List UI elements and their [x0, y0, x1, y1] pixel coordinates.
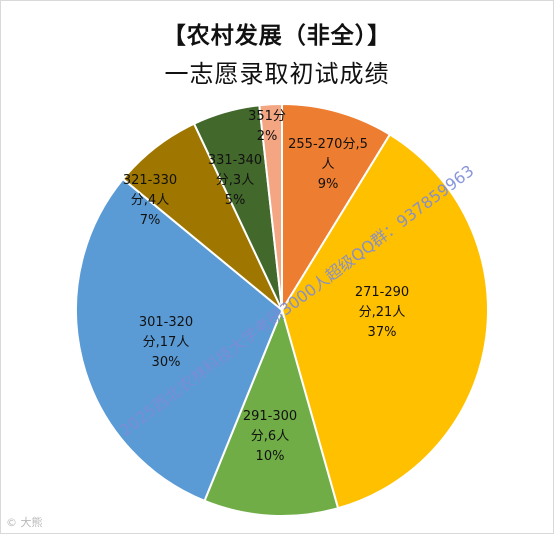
slice-label-1: 271-290 分,21人 37% — [355, 285, 409, 340]
slice-label-6: 351分 2% — [248, 109, 286, 144]
chart-subtitle: 一志愿录取初试成绩 — [164, 60, 390, 88]
corner-watermark: © 大熊 — [6, 516, 43, 529]
pie-slice-3 — [75, 177, 284, 503]
chart-title: 【农村发展（非全）】 — [162, 23, 392, 49]
pie-slice-6 — [258, 102, 283, 311]
pie-slice-0 — [281, 102, 392, 314]
slice-label-5: 331-340 分,3人 5% — [208, 153, 262, 208]
pie-slice-1 — [280, 133, 489, 510]
slice-label-4: 321-330 分,4人 7% — [123, 173, 177, 228]
pie-slice-2 — [203, 306, 340, 517]
slice-label-3: 301-320 分,17人 30% — [139, 315, 193, 370]
slice-label-0: 255-270分,5 人 9% — [288, 137, 368, 192]
slice-label-2: 291-300 分,6人 10% — [243, 409, 297, 464]
